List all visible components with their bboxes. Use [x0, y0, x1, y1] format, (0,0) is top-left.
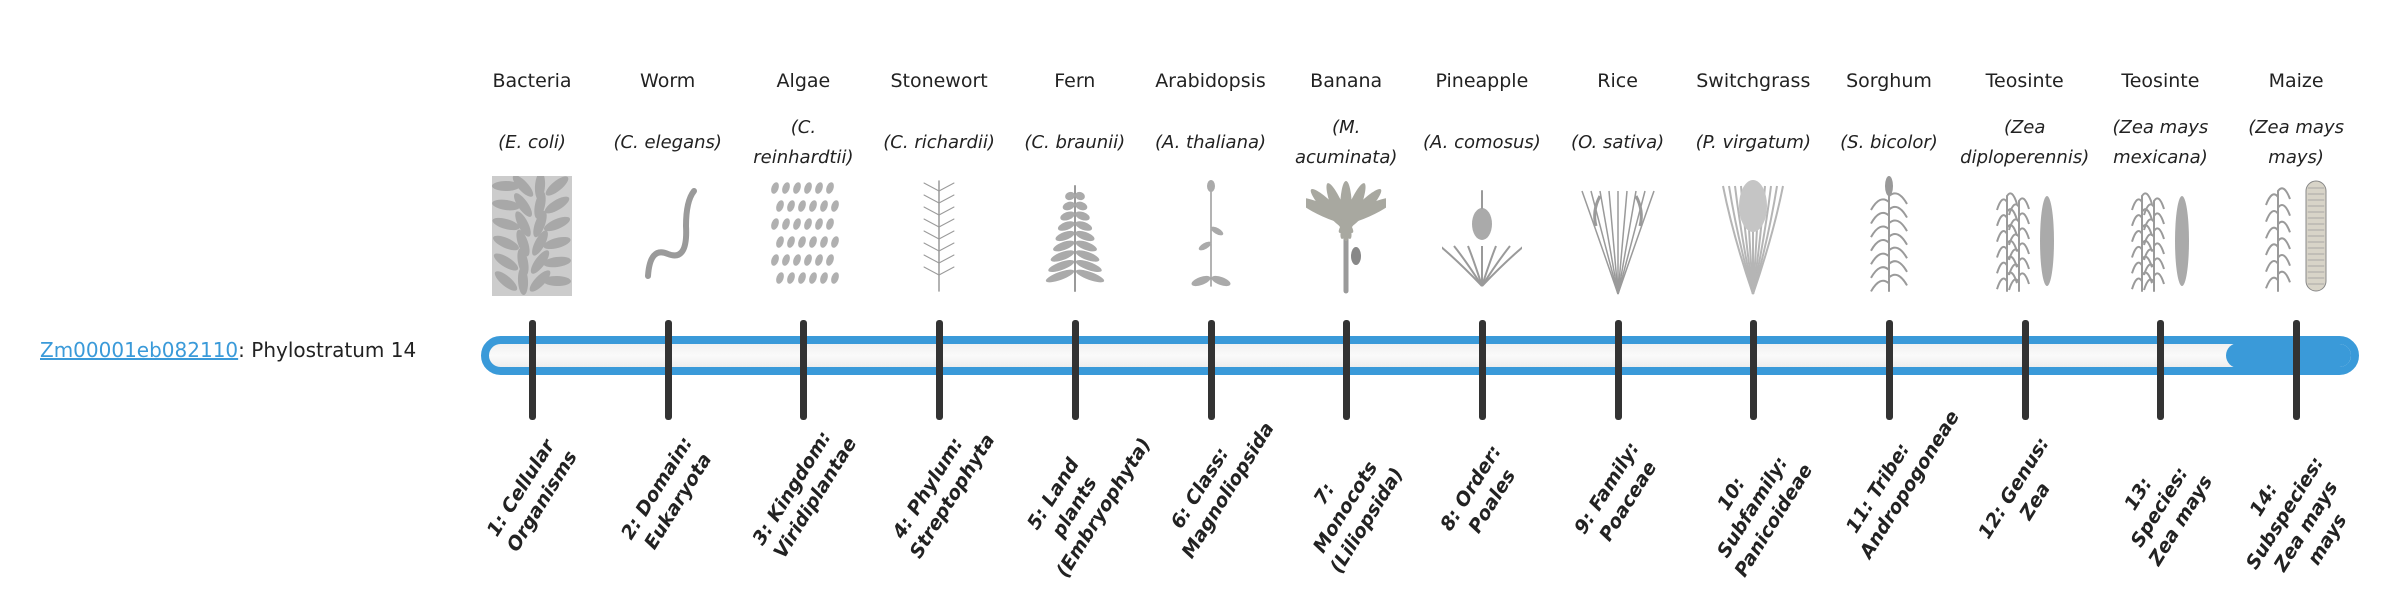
- stratum-label: 13: Species: Zea mays: [2120, 463, 2218, 570]
- organism-scientific-name: (M. acuminata): [1282, 112, 1410, 174]
- organism-scientific-name: (Zea diploperennis): [1960, 112, 2090, 174]
- scientific-name-text: (Zea diploperennis): [1960, 117, 2090, 168]
- organism-common-name: Fern: [1054, 70, 1096, 92]
- stratum-tick: [1750, 320, 1758, 420]
- scientific-name-text: (E. coli): [498, 132, 566, 153]
- organism-common-name: Worm: [640, 70, 696, 92]
- worm-icon: [628, 176, 708, 296]
- stratum-label: 4: Phylum: Streptophyta: [888, 430, 1000, 563]
- stratum-label: 3: Kingdom: Viridiplantae: [748, 427, 862, 563]
- organism-scientific-name: (C. reinhardtii): [739, 112, 867, 174]
- stratum-label: 6: Class: Magnoliopsida: [1166, 418, 1279, 563]
- stratum-label: 8: Order: Poales: [1435, 441, 1521, 538]
- stratum-label: 1: Cellular Organisms: [482, 435, 582, 556]
- arabidopsis-icon: [1171, 176, 1251, 296]
- stratum-tick: [1207, 320, 1215, 420]
- stratum-tick: [1886, 320, 1893, 420]
- phylostratum-bar: [481, 336, 2359, 375]
- organism-common-name: Switchgrass: [1696, 70, 1811, 92]
- banana-icon: [1297, 176, 1395, 296]
- stratum-tick: [1071, 320, 1079, 420]
- scientific-name-text: (C. richardii): [883, 132, 995, 153]
- stratum-tick: [2021, 320, 2029, 420]
- stratum-label: 12: Genus: Zea: [1973, 433, 2055, 543]
- organism-common-name: Teosinte: [1985, 70, 2064, 92]
- sorghum-icon: [1849, 176, 1929, 296]
- stratum-label: 2: Domain: Eukaryota: [616, 432, 716, 554]
- organism-common-name: Maize: [2268, 70, 2324, 92]
- organism-common-name: Pineapple: [1435, 70, 1529, 92]
- stratum-tick: [936, 320, 944, 420]
- organism-common-name: Arabidopsis: [1155, 70, 1266, 92]
- organism-scientific-name: (O. sativa): [1554, 112, 1682, 174]
- stratum-label: 9: Family: Poaceae: [1569, 438, 1661, 546]
- organism-scientific-name: (A. comosus): [1418, 112, 1546, 174]
- scientific-name-text: (M. acuminata): [1294, 117, 1398, 168]
- organism-scientific-name: (S. bicolor): [1825, 112, 1953, 174]
- organism-scientific-name: (C. braunii): [1011, 112, 1139, 174]
- organism-scientific-name: (C. elegans): [604, 112, 732, 174]
- scientific-name-text: (C. braunii): [1024, 132, 1126, 153]
- organism-scientific-name: (Zea mays mays): [2232, 112, 2360, 174]
- scientific-name-text: (Zea mays mexicana): [2112, 117, 2209, 168]
- organism-scientific-name: (C. richardii): [875, 112, 1003, 174]
- scientific-name-text: (S. bicolor): [1840, 132, 1938, 153]
- maize-icon: [2256, 176, 2336, 296]
- stratum-label: 11: Tribe: Andropogoneae: [1841, 406, 1964, 563]
- stratum-tick: [2157, 320, 2165, 420]
- stratum-tick: [664, 320, 672, 420]
- stratum-label: 14: Subspecies: Zea mays mays: [2241, 452, 2352, 576]
- bacteria-icon: [492, 172, 572, 296]
- stonewort-icon: [899, 176, 979, 296]
- organism-common-name: Algae: [776, 70, 831, 92]
- stratum-tick: [800, 320, 808, 420]
- teosinte-icon: [1985, 176, 2065, 296]
- algae-icon: [763, 176, 843, 296]
- organism-common-name: Teosinte: [2121, 70, 2200, 92]
- phylostratum-text: : Phylostratum 14: [238, 338, 417, 362]
- scientific-name-text: (Zea mays mays): [2248, 117, 2344, 168]
- stratum-tick: [1614, 320, 1622, 420]
- organism-common-name: Banana: [1310, 70, 1383, 92]
- teosinte-icon: [2120, 176, 2200, 296]
- stratum-tick: [1478, 320, 1486, 420]
- scientific-name-text: (C. elegans): [613, 132, 722, 153]
- scientific-name-text: (P. virgatum): [1695, 132, 1811, 153]
- stratum-label: 7: Monocots (Liliopsida): [1309, 457, 1409, 578]
- stratum-tick: [2293, 320, 2301, 420]
- stratum-tick: [1343, 320, 1351, 420]
- organism-common-name: Bacteria: [492, 70, 572, 92]
- organism-scientific-name: (E. coli): [468, 112, 596, 174]
- gene-id-link[interactable]: Zm00001eb082110: [40, 338, 239, 362]
- scientific-name-text: (C. reinhardtii): [753, 117, 854, 168]
- organism-common-name: Rice: [1597, 70, 1638, 92]
- stratum-label: 5: Land plants (Embryophyta): [1022, 434, 1156, 582]
- rice-icon: [1578, 176, 1658, 296]
- organism-common-name: Sorghum: [1846, 70, 1932, 92]
- phylostratum-bar-fill: [2226, 344, 2351, 367]
- stratum-tick: [529, 320, 536, 420]
- scientific-name-text: (A. comosus): [1423, 132, 1541, 153]
- fern-icon: [1035, 176, 1115, 296]
- stratum-label: 10: Subfamily: Panicoideae: [1713, 452, 1818, 581]
- switchgrass-icon: [1713, 176, 1793, 296]
- scientific-name-text: (O. sativa): [1571, 132, 1665, 153]
- gene-label: Zm00001eb082110: Phylostratum 14: [40, 338, 416, 362]
- organism-scientific-name: (P. virgatum): [1689, 112, 1817, 174]
- organism-scientific-name: (A. thaliana): [1147, 112, 1275, 174]
- organism-scientific-name: (Zea mays mexicana): [2096, 112, 2224, 174]
- scientific-name-text: (A. thaliana): [1154, 132, 1267, 153]
- organism-common-name: Stonewort: [890, 70, 988, 92]
- pineapple-icon: [1439, 176, 1525, 296]
